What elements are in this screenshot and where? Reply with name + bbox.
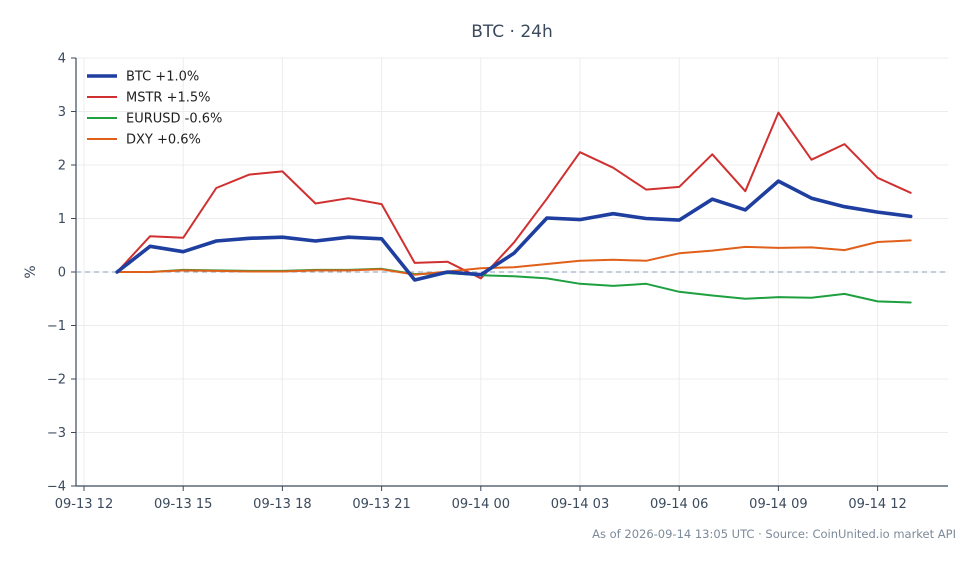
series-line-eurusd — [116, 267, 912, 304]
y-axis-ticks: 4 3 2 1 0 −1 −2 −3 −4 — [47, 52, 76, 495]
series-lines — [115, 111, 913, 304]
legend: BTC +1.0% MSTR +1.5% EURUSD -0.6% DXY +0.6% — [87, 70, 222, 148]
series-line-mstr — [116, 111, 912, 280]
legend-label-btc: BTC +1.0% — [126, 70, 199, 85]
x-tick-label: 09-14 12 — [848, 497, 906, 512]
x-tick-label: 09-14 00 — [452, 497, 510, 512]
y-tick-label: −3 — [47, 426, 66, 441]
series-line-dxy — [116, 239, 912, 276]
y-tick-label: 1 — [58, 212, 66, 227]
y-tick-label: 0 — [58, 266, 66, 281]
x-tick-label: 09-13 18 — [253, 497, 311, 512]
y-tick-label: −2 — [47, 373, 66, 388]
y-tick-label: −4 — [47, 480, 66, 495]
y-axis-label: % — [23, 265, 39, 278]
legend-label-eurusd: EURUSD -0.6% — [126, 112, 222, 127]
chart-title: BTC · 24h — [471, 22, 553, 42]
legend-label-mstr: MSTR +1.5% — [126, 91, 211, 106]
x-tick-label: 09-14 03 — [551, 497, 609, 512]
x-tick-label: 09-14 09 — [749, 497, 807, 512]
y-tick-label: 4 — [58, 52, 66, 67]
x-tick-label: 09-13 21 — [352, 497, 410, 512]
y-tick-label: −1 — [47, 319, 66, 334]
x-tick-label: 09-14 06 — [650, 497, 708, 512]
legend-label-dxy: DXY +0.6% — [126, 133, 201, 148]
source-footer: As of 2026-09-14 13:05 UTC · Source: Coi… — [592, 527, 956, 541]
y-tick-label: 2 — [58, 159, 66, 174]
x-tick-label: 09-13 12 — [55, 497, 113, 512]
x-axis-ticks: 09-13 12 09-13 15 09-13 18 09-13 21 09-14 00… — [55, 486, 907, 512]
series-line-btc — [115, 179, 913, 282]
x-tick-label: 09-13 15 — [154, 497, 212, 512]
y-tick-label: 3 — [58, 105, 66, 120]
